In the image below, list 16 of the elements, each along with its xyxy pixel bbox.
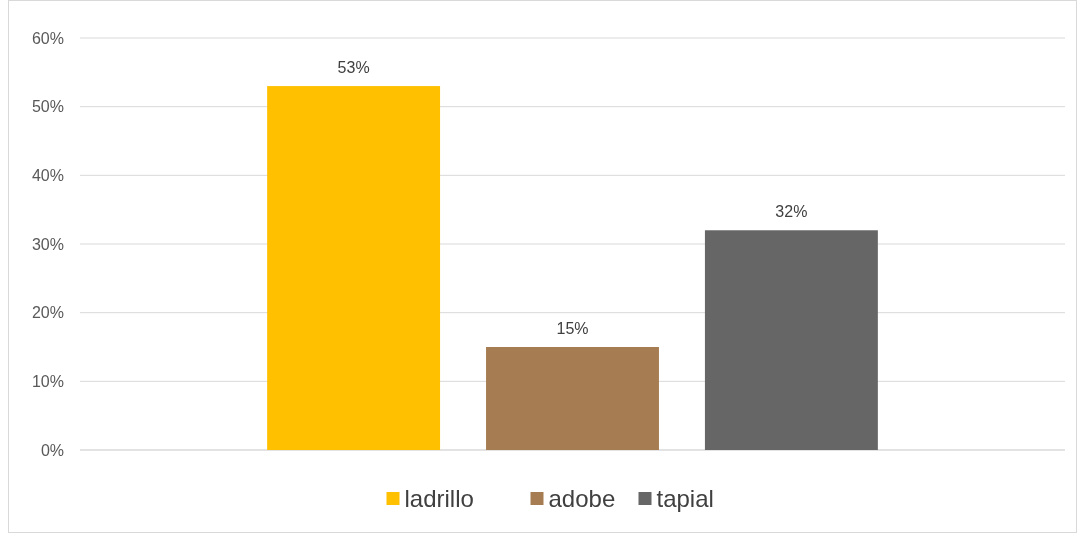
y-tick-label: 20% — [31, 304, 64, 322]
data-label: 32% — [775, 203, 808, 221]
y-tick-label: 60% — [31, 29, 64, 47]
bar — [486, 347, 659, 450]
bar — [267, 86, 441, 450]
data-label: 15% — [556, 320, 589, 337]
legend-label: ladrillo — [404, 485, 474, 513]
y-tick-label: 10% — [31, 372, 64, 390]
bar — [704, 230, 878, 450]
y-tick-label: 40% — [31, 166, 64, 184]
y-tick-label: 50% — [31, 98, 64, 116]
legend-label: adobe — [548, 485, 616, 513]
legend-label: tapial — [656, 485, 714, 513]
y-tick-label: 30% — [31, 235, 64, 253]
y-tick-label: 0% — [40, 441, 64, 459]
data-label: 53% — [337, 59, 370, 77]
